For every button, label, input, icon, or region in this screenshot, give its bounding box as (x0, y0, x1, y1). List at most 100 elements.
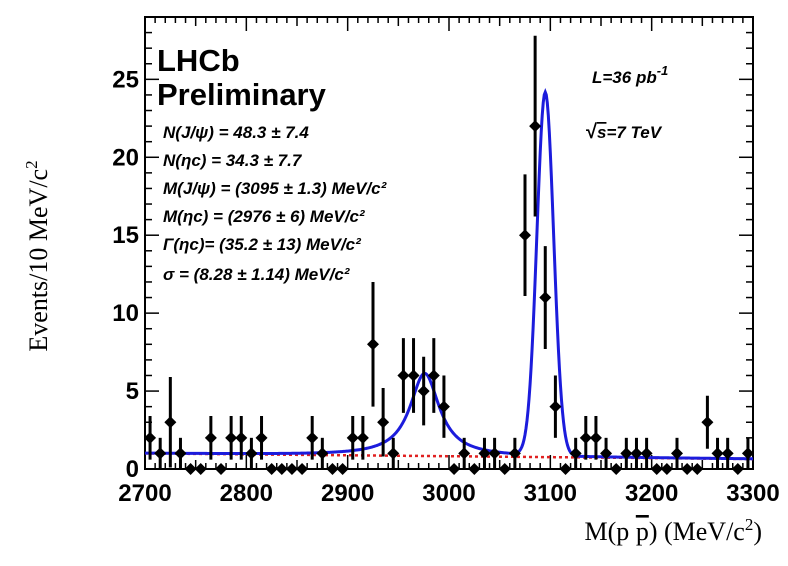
data-point (478, 437, 491, 469)
fit-result-m-etac: M(ηc) = (2976 ± 6) MeV/c² (163, 207, 366, 226)
data-point (164, 377, 177, 468)
point-marker (346, 431, 359, 444)
point-marker (194, 463, 207, 475)
data-point (681, 463, 694, 475)
data-point (620, 437, 633, 469)
point-marker (660, 463, 673, 475)
data-point (589, 416, 602, 460)
point-marker (630, 447, 643, 460)
data-point (367, 281, 379, 407)
lhcb-logo-text: LHCb (157, 43, 240, 78)
y-axis-label: Events/10 MeV/c2 (22, 160, 53, 351)
data-point (610, 463, 623, 475)
data-point (630, 437, 643, 469)
x-axis-label: M(p p) (MeV/c2) (585, 515, 762, 546)
point-marker (671, 447, 683, 460)
data-point (508, 437, 521, 469)
fit-result-m-jpsi: M(J/ψ) = (3095 ± 1.3) MeV/c² (163, 179, 388, 198)
x-tick-label: 3000 (422, 480, 475, 507)
data-point (316, 437, 329, 469)
point-marker (275, 463, 288, 475)
point-marker (204, 431, 217, 444)
data-point (154, 437, 167, 469)
y-tick-label: 0 (126, 456, 139, 483)
point-marker (417, 385, 430, 398)
data-point (559, 463, 572, 475)
data-points (144, 35, 754, 475)
x-tick-label: 2700 (118, 480, 171, 507)
x-tick-label: 2900 (321, 480, 374, 507)
point-marker (235, 431, 248, 444)
point-marker (741, 447, 754, 460)
data-point (265, 463, 278, 475)
data-point (529, 35, 542, 217)
point-marker (397, 369, 410, 382)
data-point (326, 463, 339, 475)
data-point (245, 437, 258, 469)
data-point (407, 338, 420, 413)
y-tick-label: 15 (112, 222, 139, 249)
point-marker (539, 291, 552, 304)
point-marker (336, 463, 349, 475)
point-marker (478, 447, 491, 460)
point-marker (367, 338, 379, 351)
point-marker (448, 463, 461, 475)
point-marker (245, 447, 258, 460)
point-marker (296, 463, 309, 475)
data-point (488, 437, 501, 469)
point-marker (255, 431, 268, 444)
point-marker (711, 447, 724, 460)
point-marker (407, 369, 420, 382)
point-marker (508, 447, 521, 460)
data-point (671, 437, 683, 469)
data-point (549, 375, 562, 438)
data-point (650, 463, 663, 475)
data-point (437, 375, 450, 438)
point-marker (681, 463, 694, 475)
point-marker (519, 229, 531, 242)
point-marker (529, 120, 542, 133)
point-marker (184, 463, 197, 475)
data-point (640, 437, 653, 469)
fit-result-n-etac: N(ηc) = 34.3 ± 7.7 (163, 151, 303, 170)
point-marker (265, 463, 278, 475)
point-marker (306, 431, 319, 444)
data-point (397, 338, 410, 413)
data-point (306, 416, 319, 460)
point-marker (498, 463, 511, 475)
data-point (215, 463, 227, 475)
data-point (275, 463, 288, 475)
point-marker (579, 431, 592, 444)
point-marker (316, 447, 329, 460)
data-point (498, 463, 511, 475)
data-point (387, 437, 400, 469)
x-tick-label: 3100 (524, 480, 577, 507)
data-point (417, 356, 430, 426)
point-marker (458, 447, 471, 460)
fit-result-n-jpsi: N(J/ψ) = 48.3 ± 7.4 (163, 123, 309, 142)
data-point (356, 416, 369, 460)
data-point (255, 416, 268, 460)
data-point (539, 246, 552, 349)
point-marker (468, 463, 481, 475)
data-point (569, 437, 582, 469)
y-tick-label: 20 (112, 144, 139, 171)
data-point (701, 395, 714, 449)
y-tick-label: 25 (112, 66, 139, 93)
point-marker (356, 431, 369, 444)
data-point (519, 174, 531, 296)
data-point (741, 437, 754, 469)
point-marker (620, 447, 633, 460)
fit-result-sigma: σ = (8.28 ± 1.14) MeV/c² (163, 265, 351, 284)
data-point (285, 463, 298, 475)
data-point (448, 463, 461, 475)
point-marker (326, 463, 339, 475)
data-point (225, 416, 238, 460)
data-point (600, 437, 613, 469)
point-marker (650, 463, 663, 475)
data-point (204, 416, 217, 460)
point-marker (285, 463, 298, 475)
data-point (336, 463, 349, 475)
data-point (721, 437, 734, 469)
data-point (427, 338, 440, 413)
